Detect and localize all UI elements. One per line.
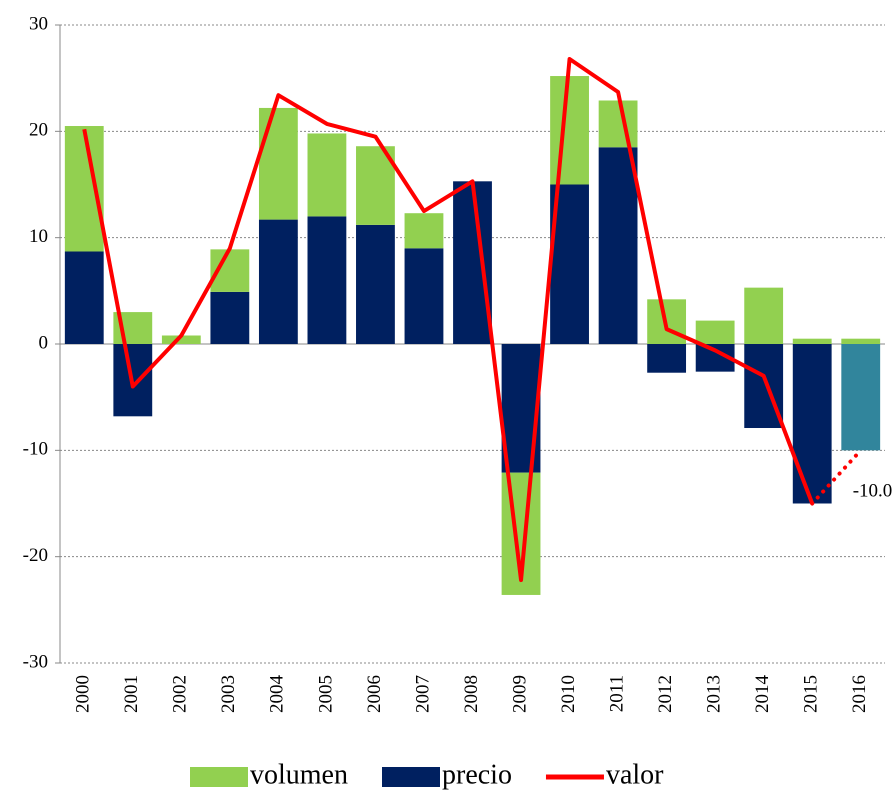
legend-text: valor (606, 759, 664, 790)
bar (744, 287, 784, 344)
x-tick-label: 2000 (73, 675, 94, 713)
bar (841, 344, 881, 451)
bar (64, 126, 104, 252)
x-tick-label: 2012 (655, 675, 676, 713)
y-tick-label: -20 (23, 545, 48, 566)
bar (258, 219, 298, 344)
bar (695, 320, 735, 344)
x-tick-label: 2001 (121, 675, 142, 713)
line (82, 57, 815, 583)
x-tick-label: 2005 (315, 675, 336, 713)
x-tick-label: 2004 (267, 675, 288, 714)
x-tick-label: 2006 (364, 675, 385, 713)
x-tick-label: 2007 (412, 675, 433, 713)
x-tick-label: 2009 (509, 675, 530, 713)
y-tick-label: -10 (23, 439, 48, 460)
bar (453, 181, 492, 344)
bar (550, 76, 589, 185)
bar (307, 216, 347, 344)
x-tick-label: 2008 (461, 675, 482, 713)
x-tick-label: 2002 (170, 675, 191, 713)
legend-swatch (190, 767, 248, 787)
legend-text: volumen (250, 759, 348, 790)
legend-swatch (382, 767, 440, 787)
y-tick-label: 0 (39, 332, 49, 353)
x-tick-label: 2011 (606, 675, 627, 712)
x-tick-label: 2014 (752, 675, 773, 714)
bar (258, 107, 298, 220)
bar (792, 344, 832, 504)
data-label: -10.0 (853, 481, 893, 502)
x-tick-label: 2013 (704, 675, 725, 713)
bar (356, 224, 395, 344)
x-tick-label: 2010 (558, 675, 579, 713)
bar (161, 335, 201, 344)
bar (598, 147, 638, 344)
bar (404, 213, 444, 249)
y-tick-label: 20 (29, 120, 48, 141)
y-tick-label: -30 (23, 651, 48, 672)
bar (647, 344, 687, 373)
x-tick-label: 2015 (801, 675, 822, 713)
legend-text: precio (442, 759, 512, 790)
bar (307, 133, 347, 217)
bar (64, 251, 104, 344)
bar (841, 338, 881, 344)
y-tick-label: 30 (29, 13, 48, 34)
bar (598, 100, 638, 148)
x-tick-label: 2003 (218, 675, 239, 713)
bar (210, 291, 250, 344)
bar (792, 338, 832, 344)
y-tick-label: 10 (29, 226, 48, 247)
bar (404, 248, 444, 344)
x-tick-label: 2016 (849, 675, 870, 713)
